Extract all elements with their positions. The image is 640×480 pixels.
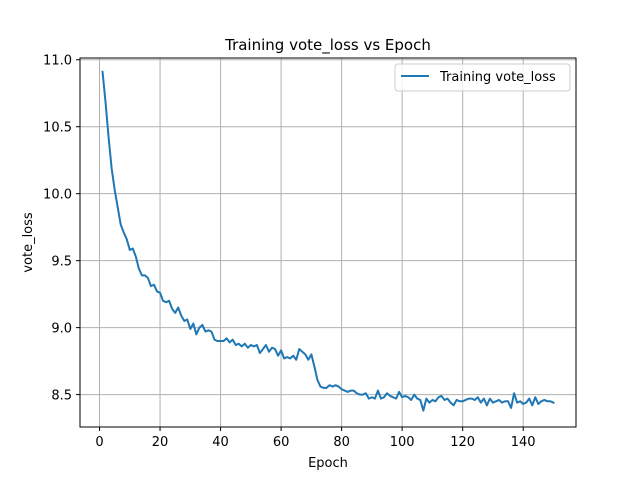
y-tick-label: 8.5 bbox=[51, 389, 72, 404]
y-axis-ticks: 8.5 9.0 9.5 10.0 10.5 11.0 bbox=[43, 54, 80, 404]
x-tick-label: 60 bbox=[273, 435, 290, 450]
x-axis-ticks: 0 20 40 60 80 100 120 140 bbox=[95, 427, 536, 450]
grid-lines bbox=[80, 58, 576, 427]
y-tick-label: 10.5 bbox=[43, 121, 72, 136]
chart-title: Training vote_loss vs Epoch bbox=[224, 36, 431, 55]
y-tick-label: 9.5 bbox=[51, 255, 72, 270]
x-tick-label: 120 bbox=[450, 435, 475, 450]
y-tick-label: 11.0 bbox=[43, 54, 72, 69]
legend-box bbox=[394, 63, 571, 92]
y-tick-label: 10.0 bbox=[43, 188, 72, 203]
legend-label: Training vote_loss bbox=[439, 70, 556, 85]
x-tick-label: 20 bbox=[152, 435, 169, 450]
y-axis-label: vote_loss bbox=[21, 212, 36, 273]
x-axis-label: Epoch bbox=[308, 456, 348, 471]
series-line bbox=[101, 70, 555, 412]
x-tick-label: 140 bbox=[511, 435, 536, 450]
legend: Training vote_loss bbox=[394, 63, 571, 92]
y-tick-label: 9.0 bbox=[51, 322, 72, 337]
plot-area bbox=[101, 70, 555, 412]
x-tick-label: 0 bbox=[95, 435, 103, 450]
x-tick-label: 40 bbox=[212, 435, 229, 450]
x-tick-label: 100 bbox=[390, 435, 415, 450]
x-tick-label: 80 bbox=[333, 435, 350, 450]
axes-frame bbox=[79, 57, 577, 428]
